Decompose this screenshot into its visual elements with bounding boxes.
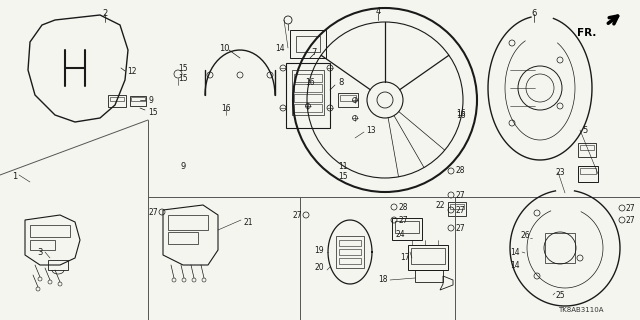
Text: 18: 18: [378, 276, 388, 284]
Text: 27: 27: [398, 215, 408, 225]
Bar: [415, 270, 443, 282]
Bar: [545, 233, 575, 263]
Bar: [296, 36, 320, 52]
Bar: [130, 96, 146, 106]
Text: 27: 27: [292, 211, 302, 220]
Text: 27: 27: [148, 207, 158, 217]
Bar: [578, 166, 598, 182]
Bar: [392, 218, 422, 240]
Bar: [578, 143, 596, 157]
Bar: [338, 93, 358, 107]
Bar: [339, 240, 361, 246]
Text: 10: 10: [219, 44, 229, 53]
Text: TK8AB3110A: TK8AB3110A: [558, 307, 604, 313]
Bar: [110, 97, 124, 101]
Text: 4: 4: [376, 7, 381, 16]
Text: 2: 2: [102, 9, 108, 18]
Text: 15: 15: [148, 108, 157, 117]
Text: 27: 27: [626, 215, 636, 225]
Text: 14: 14: [275, 44, 285, 52]
Bar: [339, 249, 361, 255]
Bar: [408, 245, 448, 270]
Text: 27: 27: [626, 204, 636, 212]
Text: 24: 24: [395, 230, 405, 239]
Bar: [294, 74, 322, 82]
Text: 16: 16: [221, 104, 231, 113]
Bar: [131, 97, 145, 101]
Bar: [108, 95, 126, 107]
Bar: [294, 94, 322, 102]
Text: 14: 14: [510, 260, 520, 269]
Bar: [30, 225, 70, 237]
Text: 7: 7: [311, 48, 317, 57]
Bar: [336, 236, 364, 268]
Text: 12: 12: [127, 67, 136, 76]
Text: 15: 15: [178, 74, 188, 83]
Bar: [286, 63, 330, 128]
Text: 6: 6: [531, 9, 537, 18]
Text: 3: 3: [38, 248, 43, 257]
Text: 16: 16: [456, 108, 466, 117]
Text: 14: 14: [510, 247, 520, 257]
Text: 19: 19: [314, 245, 324, 254]
Text: 9: 9: [180, 162, 185, 171]
Text: 9: 9: [148, 96, 153, 105]
Text: 28: 28: [455, 165, 465, 174]
Bar: [168, 232, 198, 244]
Text: 1: 1: [12, 172, 17, 181]
Bar: [168, 215, 208, 230]
Text: FR.: FR.: [577, 28, 596, 38]
Text: 17: 17: [401, 253, 410, 262]
Text: 15: 15: [178, 64, 188, 73]
Text: 27: 27: [455, 205, 465, 214]
Bar: [294, 84, 322, 92]
Text: 27: 27: [455, 190, 465, 199]
Bar: [580, 145, 594, 150]
Text: 27: 27: [455, 223, 465, 233]
Bar: [580, 168, 596, 174]
Text: 5: 5: [582, 125, 588, 134]
Bar: [339, 258, 361, 264]
Text: 13: 13: [366, 125, 376, 134]
Bar: [30, 240, 55, 250]
Bar: [292, 70, 324, 115]
Bar: [294, 104, 322, 112]
Bar: [48, 260, 68, 270]
Text: 28: 28: [398, 203, 408, 212]
Bar: [340, 95, 356, 101]
Text: 20: 20: [314, 263, 324, 273]
Text: 16: 16: [456, 110, 466, 119]
Bar: [448, 202, 466, 216]
Text: 11: 11: [338, 162, 348, 171]
Text: 22: 22: [435, 201, 445, 210]
Bar: [395, 221, 419, 233]
Text: 25: 25: [555, 291, 564, 300]
Text: 23: 23: [556, 168, 566, 177]
Text: 21: 21: [243, 218, 253, 227]
Text: 26: 26: [520, 230, 530, 239]
Text: 8: 8: [338, 77, 344, 86]
Bar: [450, 204, 464, 209]
Bar: [411, 248, 445, 264]
Text: 16: 16: [305, 77, 315, 86]
Bar: [290, 30, 326, 58]
Text: 15: 15: [338, 172, 348, 181]
